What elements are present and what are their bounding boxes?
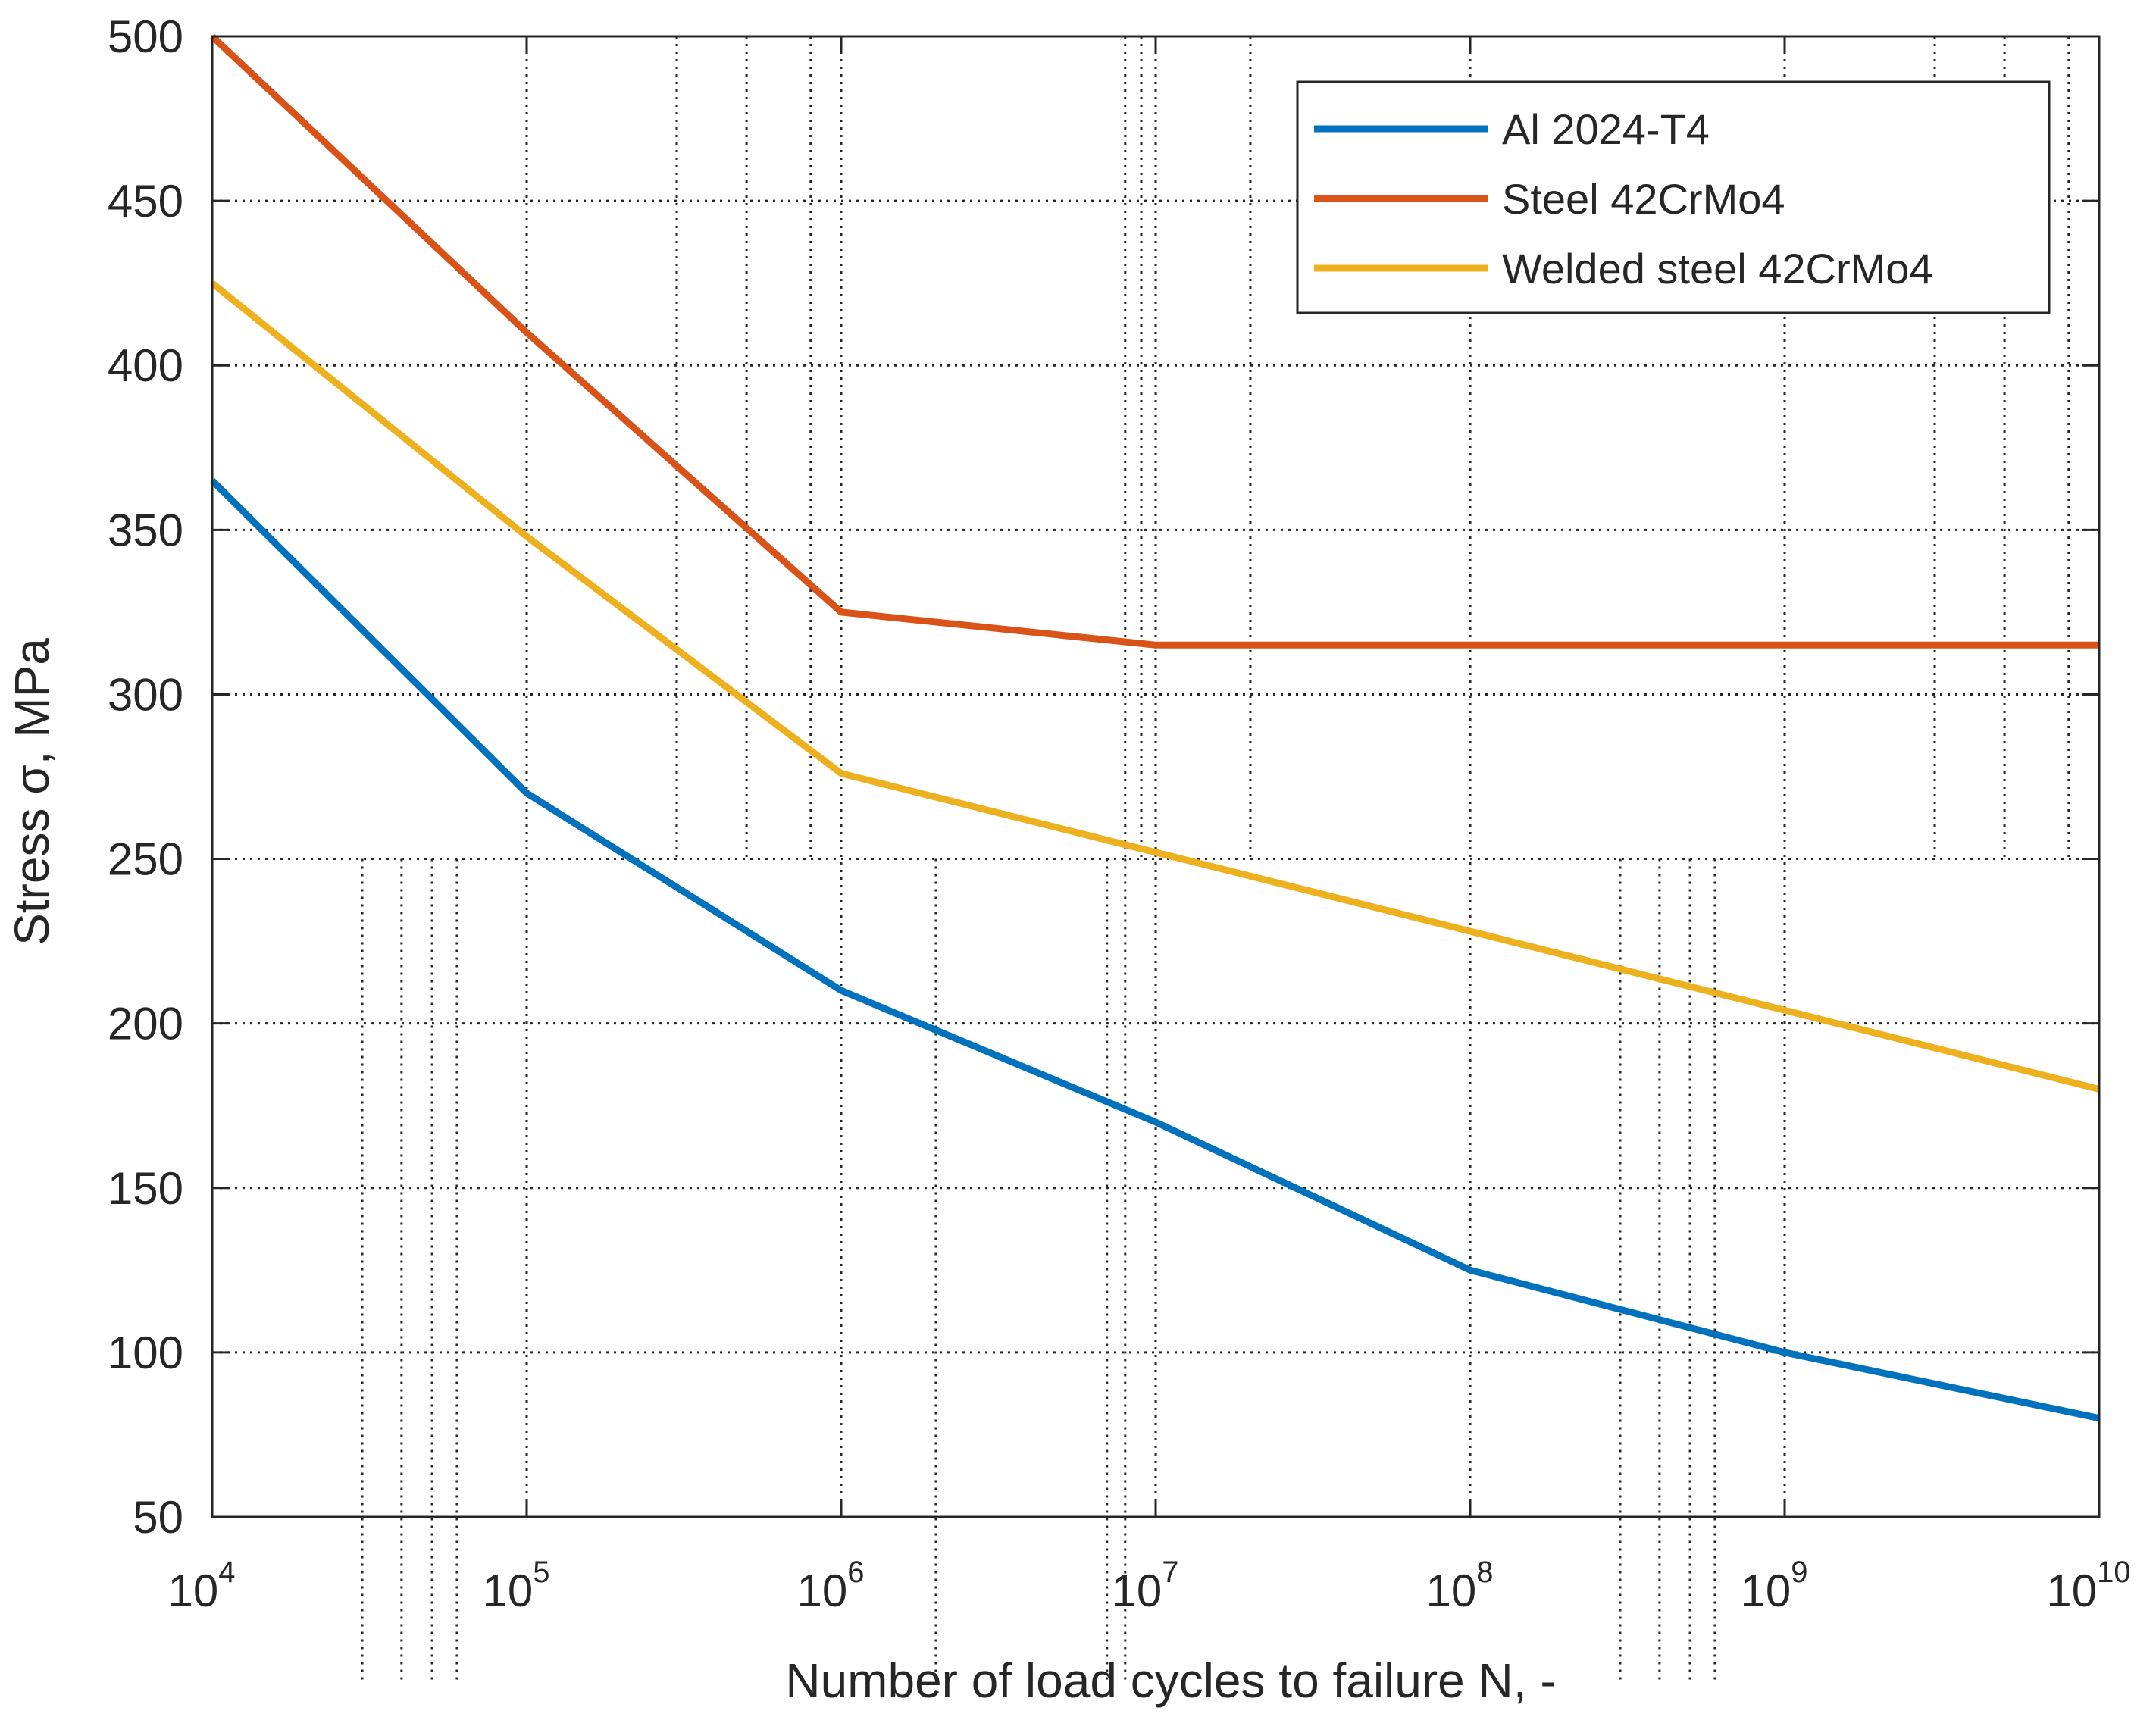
series-line-1 — [209, 478, 2100, 1422]
y-tick-label: 500 — [108, 11, 183, 62]
series-line-2 — [209, 33, 2099, 649]
x-tick-label: 109 — [1741, 1556, 1808, 1616]
series-lines — [209, 33, 2101, 1422]
x-tick-label: 106 — [797, 1556, 865, 1616]
y-tick-label: 250 — [108, 834, 183, 885]
x-tick-label: 1010 — [2046, 1556, 2130, 1616]
legend-entry: Steel 42CrMo4 — [1314, 175, 1785, 223]
x-tick-label: 107 — [1112, 1556, 1179, 1616]
legend-label: Welded steel 42CrMo4 — [1502, 245, 1933, 292]
y-tick-label: 350 — [108, 505, 183, 555]
legend: Al 2024-T4 Steel 42CrMo4 Welded steel 42Cr… — [1296, 80, 2051, 314]
legend-label: Al 2024-T4 — [1502, 105, 1710, 153]
y-tick-label: 400 — [108, 340, 183, 391]
y-tick-label: 150 — [108, 1163, 183, 1214]
x-tick-label: 108 — [1426, 1556, 1494, 1616]
x-tick-label: 104 — [168, 1556, 236, 1616]
y-axis-title: Stress σ, MPa — [5, 638, 59, 946]
y-tick-label: 450 — [108, 176, 183, 227]
y-tick-label: 50 — [133, 1492, 183, 1543]
y-tick-label: 200 — [108, 999, 183, 1049]
y-tick-label: 100 — [108, 1328, 183, 1378]
x-tick-label: 105 — [483, 1556, 550, 1616]
x-axis-title: Number of load cycles to failure N, - — [785, 1653, 1556, 1708]
x-tick-labels: 104 105 106 107 108 109 1010 — [168, 1556, 2131, 1616]
series-line-3 — [210, 280, 2101, 1093]
legend-entry: Al 2024-T4 — [1314, 105, 1710, 153]
y-tick-labels: 50 100 150 200 250 300 350 400 450 500 — [108, 11, 183, 1543]
legend-label: Steel 42CrMo4 — [1502, 175, 1785, 223]
y-tick-label: 300 — [108, 669, 183, 720]
plot-frame — [211, 35, 2101, 1518]
legend-entry: Welded steel 42CrMo4 — [1314, 245, 1933, 292]
